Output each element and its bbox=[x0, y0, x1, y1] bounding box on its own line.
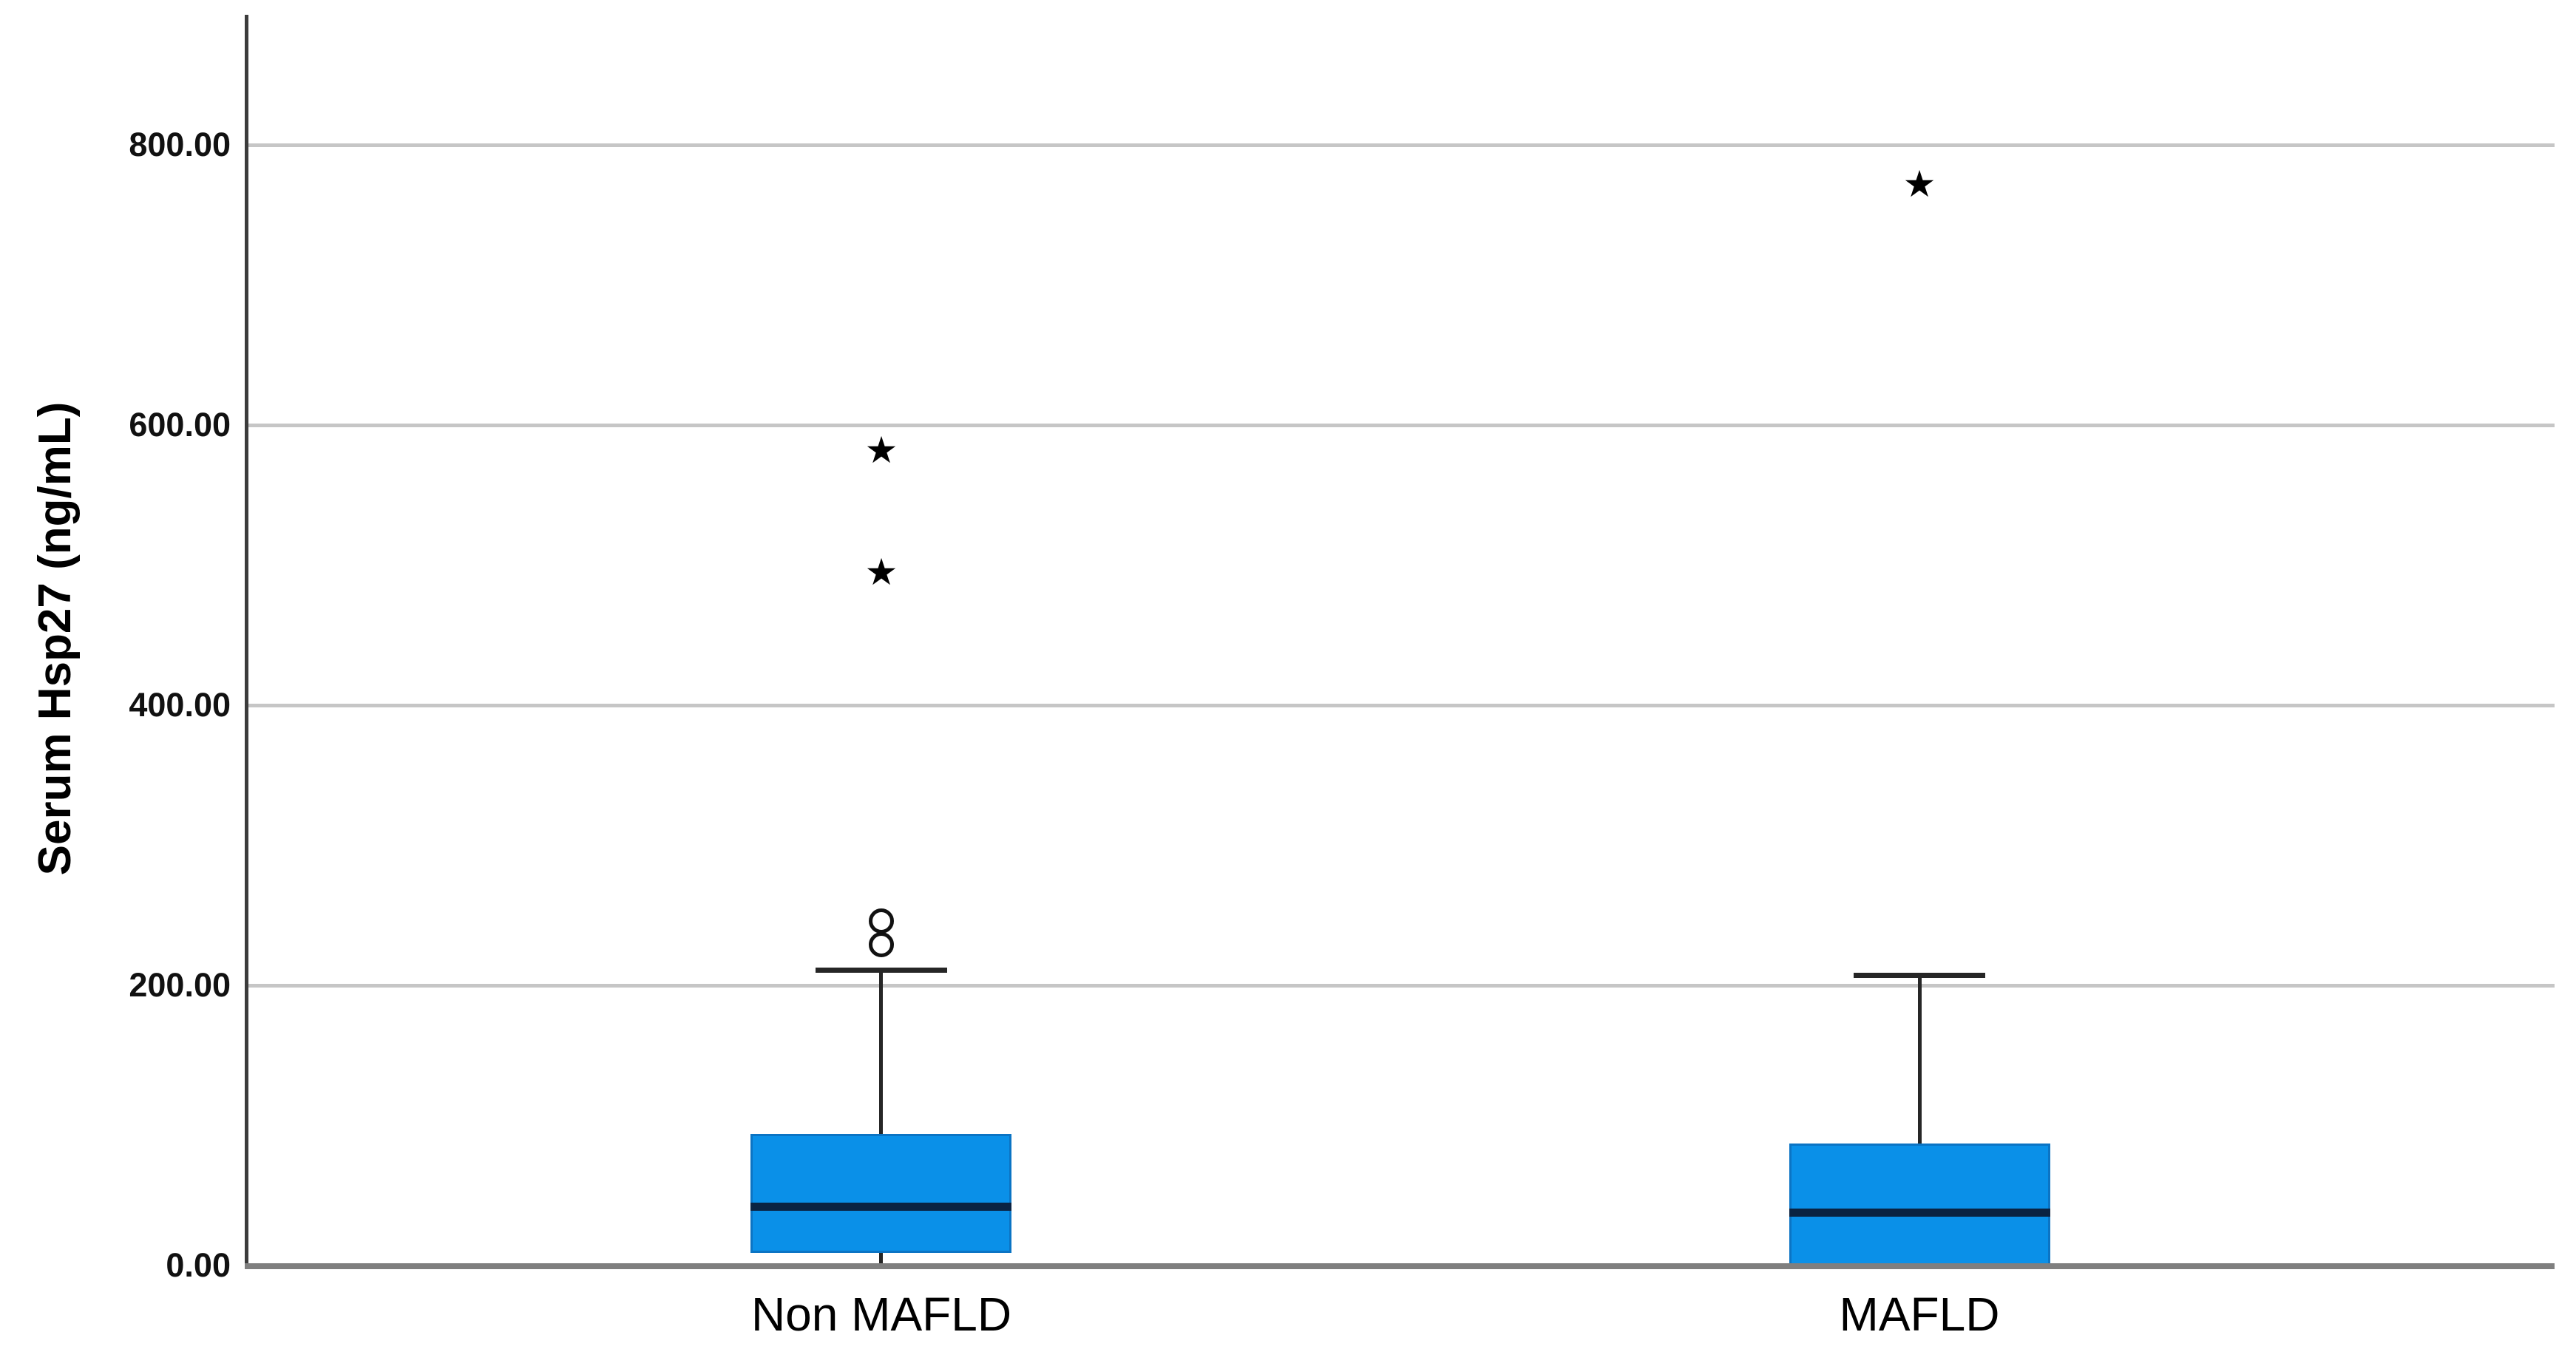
y-axis-line bbox=[245, 15, 248, 1268]
category-label: MAFLD bbox=[1839, 1288, 2000, 1341]
iqr-box bbox=[1789, 1144, 2050, 1265]
category-label: Non MAFLD bbox=[750, 1288, 1012, 1341]
outlier-circle-marker bbox=[869, 908, 894, 934]
upper-whisker-cap bbox=[1854, 973, 1985, 978]
extreme-star-marker: ★ bbox=[864, 551, 898, 593]
y-tick-label: 400.00 bbox=[129, 686, 231, 724]
median-line bbox=[1789, 1209, 2050, 1217]
gridline-400 bbox=[246, 704, 2555, 707]
gridline-200 bbox=[246, 984, 2555, 988]
y-tick-label: 0.00 bbox=[166, 1246, 231, 1284]
upper-whisker-line bbox=[879, 970, 883, 1134]
upper-whisker-cap bbox=[816, 968, 947, 973]
outlier-circle-marker bbox=[869, 932, 894, 957]
iqr-box bbox=[750, 1134, 1011, 1253]
extreme-star-marker: ★ bbox=[1902, 163, 1936, 205]
x-axis-line bbox=[245, 1263, 2555, 1269]
median-line bbox=[750, 1203, 1011, 1211]
extreme-star-marker: ★ bbox=[864, 429, 898, 471]
y-tick-label: 600.00 bbox=[129, 406, 231, 444]
gridline-600 bbox=[246, 424, 2555, 427]
lower-whisker-line bbox=[879, 1253, 883, 1265]
y-tick-label: 200.00 bbox=[129, 966, 231, 1004]
gridline-800 bbox=[246, 143, 2555, 147]
upper-whisker-line bbox=[1918, 976, 1922, 1144]
y-tick-label: 800.00 bbox=[129, 126, 231, 163]
